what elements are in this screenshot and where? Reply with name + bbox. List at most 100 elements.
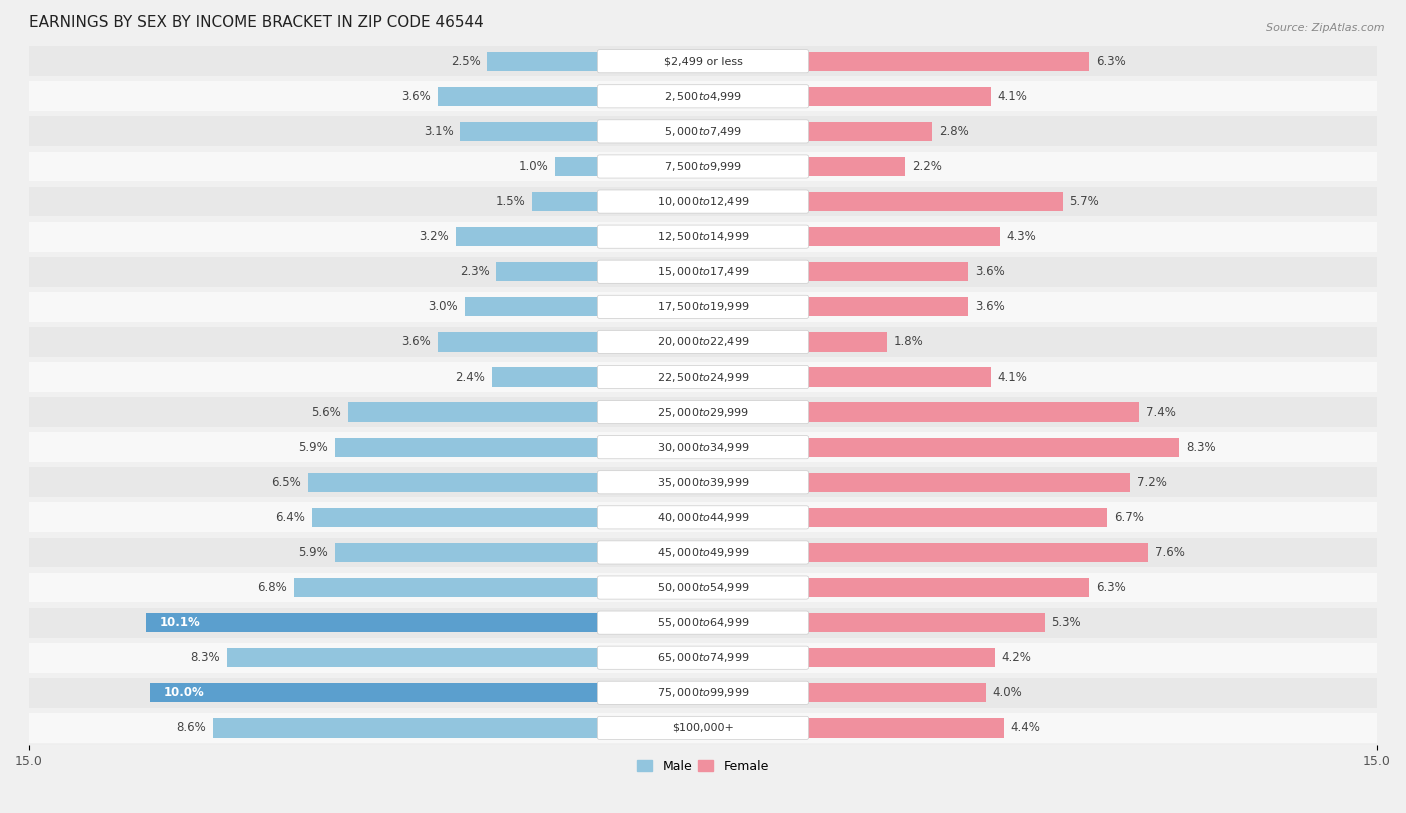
Bar xyxy=(214,718,599,737)
Text: 5.9%: 5.9% xyxy=(298,441,328,454)
Bar xyxy=(807,298,969,316)
Bar xyxy=(30,678,1376,707)
Text: 6.8%: 6.8% xyxy=(257,581,287,594)
FancyBboxPatch shape xyxy=(598,155,808,178)
Bar xyxy=(807,51,1090,71)
Bar xyxy=(30,433,1376,462)
Text: $25,000 to $29,999: $25,000 to $29,999 xyxy=(657,406,749,419)
Text: $50,000 to $54,999: $50,000 to $54,999 xyxy=(657,581,749,594)
Bar xyxy=(30,292,1376,322)
Bar xyxy=(335,437,599,457)
Bar xyxy=(456,227,599,246)
Bar xyxy=(807,718,1004,737)
Text: $5,000 to $7,499: $5,000 to $7,499 xyxy=(664,125,742,138)
Text: 2.8%: 2.8% xyxy=(939,125,969,138)
Bar xyxy=(30,81,1376,111)
FancyBboxPatch shape xyxy=(598,716,808,740)
Text: $75,000 to $99,999: $75,000 to $99,999 xyxy=(657,686,749,699)
Text: 10.0%: 10.0% xyxy=(163,686,204,699)
Bar xyxy=(312,507,599,527)
Text: 2.4%: 2.4% xyxy=(456,371,485,384)
Bar xyxy=(437,87,599,106)
Text: $55,000 to $64,999: $55,000 to $64,999 xyxy=(657,616,749,629)
Bar xyxy=(30,151,1376,181)
Bar xyxy=(30,537,1376,567)
Text: 3.6%: 3.6% xyxy=(974,265,1005,278)
Text: 3.0%: 3.0% xyxy=(429,300,458,313)
Bar xyxy=(30,116,1376,146)
FancyBboxPatch shape xyxy=(598,260,808,283)
Bar xyxy=(807,613,1045,633)
Text: 4.2%: 4.2% xyxy=(1002,651,1032,664)
Text: 8.6%: 8.6% xyxy=(177,721,207,734)
Text: $20,000 to $22,499: $20,000 to $22,499 xyxy=(657,336,749,349)
Bar xyxy=(807,87,991,106)
Text: 4.0%: 4.0% xyxy=(993,686,1022,699)
Text: $35,000 to $39,999: $35,000 to $39,999 xyxy=(657,476,749,489)
Bar xyxy=(807,578,1090,598)
Bar xyxy=(150,683,599,702)
Bar xyxy=(294,578,599,598)
Bar xyxy=(146,613,599,633)
Text: 8.3%: 8.3% xyxy=(190,651,219,664)
Legend: Male, Female: Male, Female xyxy=(633,754,773,778)
Text: 2.3%: 2.3% xyxy=(460,265,489,278)
Text: $45,000 to $49,999: $45,000 to $49,999 xyxy=(657,546,749,559)
Text: 6.7%: 6.7% xyxy=(1114,511,1144,524)
FancyBboxPatch shape xyxy=(598,120,808,143)
Bar xyxy=(807,333,887,351)
FancyBboxPatch shape xyxy=(598,50,808,73)
Bar xyxy=(308,472,599,492)
Bar xyxy=(807,648,995,667)
Text: 7.2%: 7.2% xyxy=(1136,476,1167,489)
FancyBboxPatch shape xyxy=(598,646,808,669)
Bar xyxy=(30,222,1376,251)
Text: 10.1%: 10.1% xyxy=(159,616,200,629)
Text: 5.7%: 5.7% xyxy=(1069,195,1099,208)
Bar xyxy=(807,683,986,702)
Bar xyxy=(807,227,1000,246)
Bar xyxy=(807,367,991,387)
FancyBboxPatch shape xyxy=(598,436,808,459)
Text: $17,500 to $19,999: $17,500 to $19,999 xyxy=(657,300,749,313)
Bar xyxy=(30,572,1376,602)
FancyBboxPatch shape xyxy=(598,401,808,424)
Text: 3.1%: 3.1% xyxy=(423,125,454,138)
FancyBboxPatch shape xyxy=(598,225,808,248)
Text: $40,000 to $44,999: $40,000 to $44,999 xyxy=(657,511,749,524)
Bar xyxy=(807,122,932,141)
Bar xyxy=(492,367,599,387)
Text: 5.3%: 5.3% xyxy=(1052,616,1081,629)
Text: 5.9%: 5.9% xyxy=(298,546,328,559)
FancyBboxPatch shape xyxy=(598,330,808,354)
Text: 3.6%: 3.6% xyxy=(401,89,432,102)
Text: 4.1%: 4.1% xyxy=(997,371,1028,384)
Text: 4.1%: 4.1% xyxy=(997,89,1028,102)
Text: 7.4%: 7.4% xyxy=(1146,406,1175,419)
Text: 6.3%: 6.3% xyxy=(1097,54,1126,67)
Bar xyxy=(807,472,1130,492)
Bar xyxy=(335,543,599,562)
Bar xyxy=(807,437,1180,457)
Bar xyxy=(30,327,1376,357)
Text: 7.6%: 7.6% xyxy=(1154,546,1184,559)
Text: 4.4%: 4.4% xyxy=(1011,721,1040,734)
Text: 3.6%: 3.6% xyxy=(401,336,432,349)
Bar xyxy=(30,362,1376,392)
Text: 2.5%: 2.5% xyxy=(451,54,481,67)
FancyBboxPatch shape xyxy=(598,85,808,108)
Bar xyxy=(30,46,1376,76)
Bar xyxy=(807,543,1147,562)
FancyBboxPatch shape xyxy=(598,506,808,529)
Bar xyxy=(488,51,599,71)
FancyBboxPatch shape xyxy=(598,295,808,319)
FancyBboxPatch shape xyxy=(598,576,808,599)
Bar xyxy=(533,192,599,211)
Bar xyxy=(807,402,1139,422)
Text: 6.5%: 6.5% xyxy=(271,476,301,489)
Bar xyxy=(807,192,1063,211)
Bar xyxy=(496,262,599,281)
Text: 1.8%: 1.8% xyxy=(894,336,924,349)
Bar xyxy=(30,502,1376,533)
Text: $65,000 to $74,999: $65,000 to $74,999 xyxy=(657,651,749,664)
